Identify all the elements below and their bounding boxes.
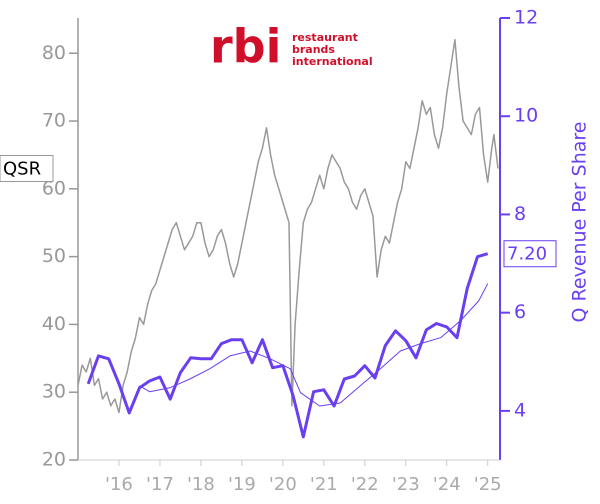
y2-tick-label: 4 [514, 399, 526, 421]
x-tick-label: '19 [228, 474, 256, 495]
series-line [78, 38, 499, 414]
y-tick-label: 80 [42, 42, 66, 64]
y-tick-label: 30 [42, 381, 66, 403]
x-tick-label: '21 [310, 474, 338, 495]
x-tick-label: '22 [351, 474, 379, 495]
y-tick-label: 50 [42, 245, 66, 267]
y-tick-label: 40 [42, 313, 66, 335]
series-line [86, 252, 489, 439]
value-label: 7.20 [507, 244, 547, 265]
x-tick-label: '24 [433, 474, 461, 495]
label-box [0, 154, 54, 182]
y2-tick-label: 12 [514, 7, 538, 29]
x-tick-label: '20 [269, 474, 297, 495]
y-tick-label: 20 [42, 449, 66, 471]
y2-tick-label: 6 [514, 301, 526, 323]
value-label-box [503, 240, 557, 268]
x-tick-label: '17 [146, 474, 174, 495]
x-tick-label: '16 [105, 474, 133, 495]
x-tick-label: '25 [474, 474, 502, 495]
logo-text: restaurant [292, 31, 358, 44]
logo-mark: rbi [210, 20, 281, 74]
y2-axis-label: Q Revenue Per Share [569, 122, 591, 323]
x-tick-label: '23 [392, 474, 420, 495]
series-label: QSR [3, 158, 41, 179]
y-tick-label: 60 [42, 177, 66, 199]
logo-text: international [292, 55, 373, 68]
y2-tick-label: 8 [514, 203, 526, 225]
y-tick-label: 70 [42, 110, 66, 132]
y2-tick-label: 10 [514, 105, 538, 127]
series-line [139, 283, 489, 407]
logo-text: brands [292, 43, 335, 56]
x-tick-label: '18 [187, 474, 215, 495]
